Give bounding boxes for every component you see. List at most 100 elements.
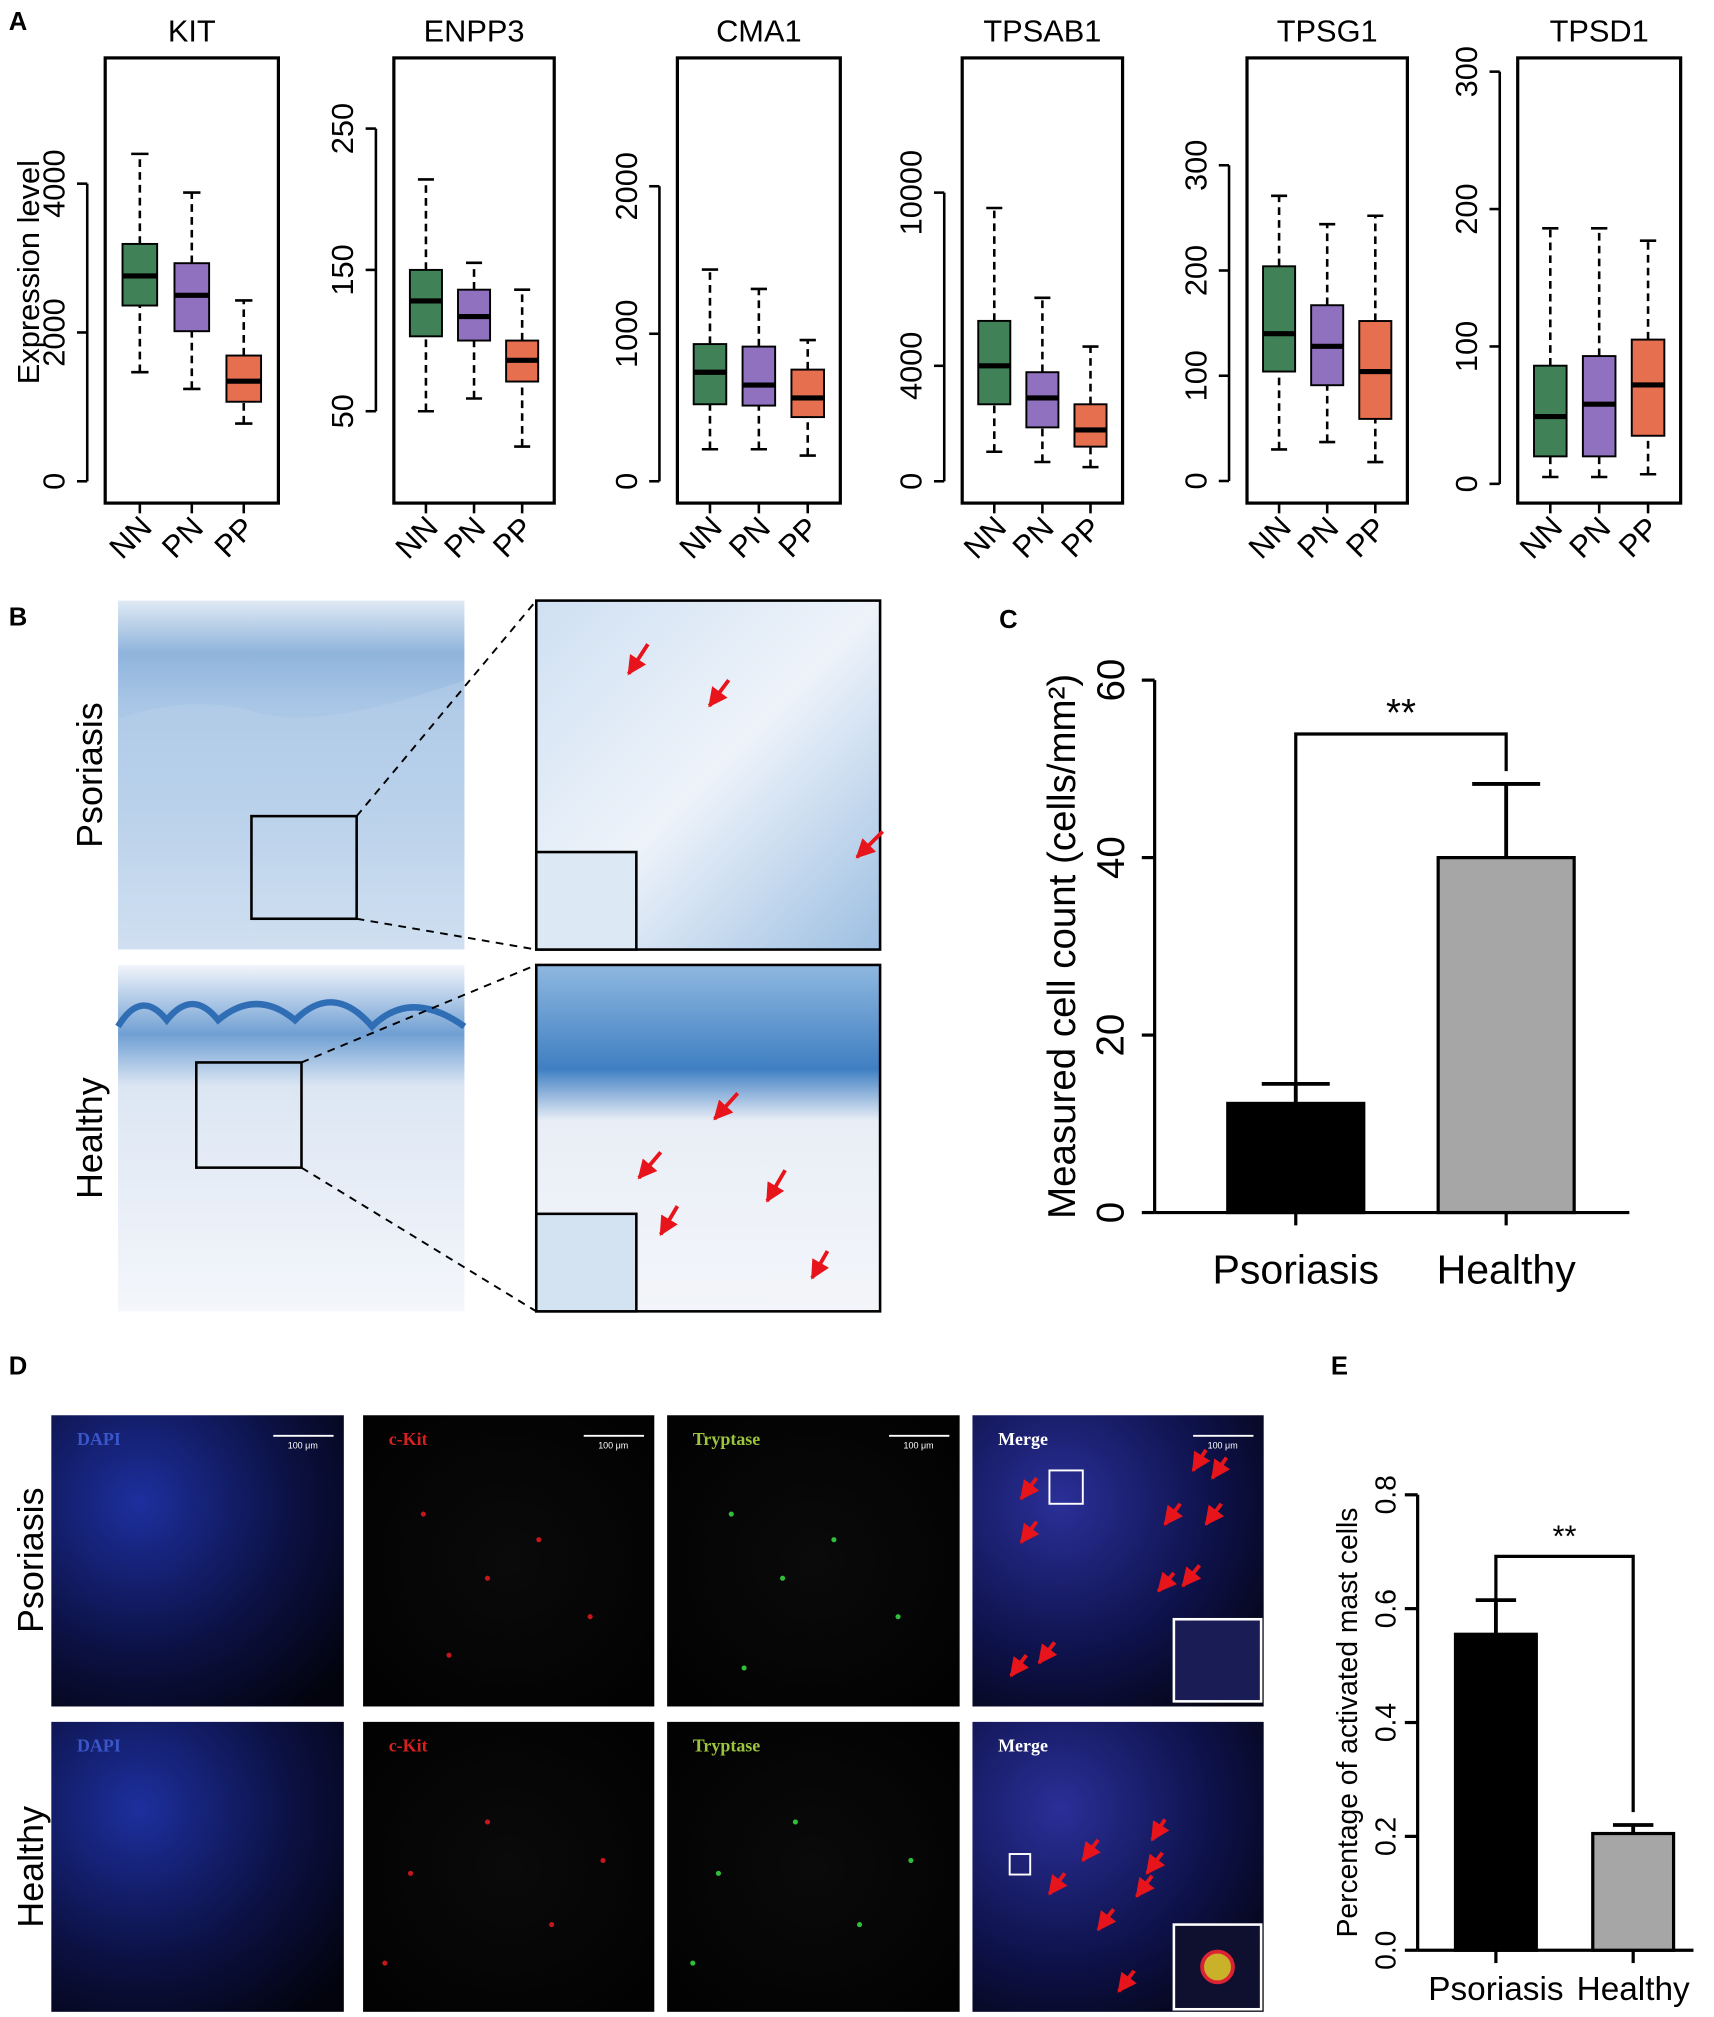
tryptase-signal — [690, 1511, 914, 1966]
x-tick-label: PP — [207, 510, 261, 564]
y-tick-label: 1000 — [609, 300, 644, 368]
chart-title: TPSD1 — [1550, 14, 1649, 49]
zoom-box — [195, 1061, 303, 1169]
x-tick-label: PP — [1612, 510, 1666, 564]
tissue-texture — [118, 680, 465, 950]
channel-label: c-Kit — [389, 1736, 428, 1756]
if-image — [51, 1721, 344, 2012]
y-tick-label: 2000 — [37, 298, 72, 366]
channel-label: DAPI — [77, 1736, 121, 1756]
panel-label: E — [1331, 1353, 1348, 1381]
y-tick-label: 20 — [1090, 1014, 1133, 1057]
bar — [1591, 1831, 1676, 1952]
x-tick-label: NN — [673, 509, 729, 565]
chart-title: ENPP3 — [424, 14, 525, 49]
y-tick-label: 0 — [1178, 472, 1213, 489]
y-tick-label: 0 — [609, 473, 644, 490]
y-tick-label: 0.2 — [1370, 1817, 1402, 1856]
panel-label: A — [9, 8, 28, 36]
x-tick-label: PN — [1290, 510, 1345, 565]
y-tick-label: 10000 — [894, 150, 929, 236]
significance-bracket — [1294, 732, 1508, 1084]
channel-label: c-Kit — [389, 1429, 428, 1449]
panel-label: D — [9, 1353, 28, 1381]
y-tick-label: 0.4 — [1370, 1703, 1402, 1742]
scale-bar-label: 100 μm — [1208, 1440, 1238, 1450]
zoom-box — [250, 814, 358, 921]
y-tick-label: 0 — [1449, 475, 1484, 492]
box — [225, 354, 263, 403]
zoom-box — [1048, 1469, 1084, 1505]
scale-bar-label: 100 μm — [288, 1440, 318, 1450]
arrows — [1009, 1448, 1231, 1993]
y-tick-label: 250 — [325, 103, 360, 154]
tissue-texture — [115, 999, 467, 1032]
y-tick-label: 2000 — [609, 152, 644, 220]
y-tick-label: 300 — [1449, 46, 1484, 97]
y-axis-label: Measured cell count (cells/mm²) — [1041, 674, 1084, 1219]
y-tick-label: 200 — [1178, 245, 1213, 296]
x-tick-label: PP — [1339, 510, 1393, 564]
x-tick-label: Psoriasis — [1428, 1971, 1563, 2008]
y-tick-label: 0.8 — [1370, 1475, 1402, 1514]
box — [977, 319, 1012, 406]
significance-bracket — [1494, 1554, 1635, 1813]
y-tick-label: 0.6 — [1370, 1589, 1402, 1628]
if-image — [667, 1415, 960, 1707]
zoom-line — [300, 1166, 537, 1313]
zoom-line — [355, 599, 538, 817]
histology-image — [118, 964, 465, 1312]
box — [1073, 403, 1108, 448]
y-axis-label: Percentage of activated mast cells — [1331, 1508, 1363, 1938]
x-tick-label: PN — [722, 510, 777, 565]
y-tick-label: 4000 — [37, 149, 72, 217]
y-tick-label: 50 — [325, 394, 360, 428]
y-tick-label: 150 — [325, 244, 360, 295]
x-tick-label: PN — [437, 510, 492, 565]
y-tick-label: 0 — [1090, 1202, 1133, 1223]
x-tick-label: PP — [771, 510, 825, 564]
image-panels — [51, 599, 1264, 2012]
channel-label: Tryptase — [693, 1736, 761, 1756]
y-tick-label: 0 — [894, 473, 929, 490]
box — [1262, 265, 1297, 373]
scale-bar-label: 100 μm — [904, 1440, 934, 1450]
x-tick-label: PP — [486, 510, 540, 564]
scale-bar-label: 100 μm — [598, 1440, 628, 1450]
chart-title: TPSAB1 — [983, 14, 1101, 49]
inset-cell — [1200, 1949, 1235, 1985]
y-tick-label: 200 — [1449, 183, 1484, 234]
annotation: ** — [1386, 692, 1416, 735]
zoom-line — [356, 917, 537, 951]
x-tick-label: PN — [155, 510, 210, 565]
if-image — [363, 1415, 655, 1707]
x-tick-label: Healthy — [1437, 1247, 1577, 1293]
box — [741, 345, 777, 407]
zoom-box — [1008, 1853, 1032, 1876]
y-tick-label: 100 — [1178, 350, 1213, 401]
annotation: ** — [1553, 1519, 1577, 1554]
bar — [1453, 1632, 1538, 1952]
chart-title: CMA1 — [716, 14, 802, 49]
inset — [1172, 1617, 1263, 1703]
y-tick-label: 0.0 — [1370, 1931, 1402, 1970]
x-tick-label: NN — [102, 509, 158, 565]
y-tick-label: 300 — [1178, 140, 1213, 191]
if-image — [667, 1721, 960, 2012]
y-tick-label: 0 — [37, 473, 72, 490]
panel-label: B — [9, 603, 28, 631]
y-tick-label: 40 — [1090, 836, 1133, 879]
channel-label: Merge — [998, 1736, 1048, 1756]
bar — [1226, 1101, 1366, 1215]
ckit-signal — [382, 1511, 606, 1966]
box — [1533, 364, 1568, 458]
channel-label: Tryptase — [693, 1429, 761, 1449]
x-tick-label: Psoriasis — [1213, 1247, 1380, 1293]
chart-title: TPSG1 — [1277, 14, 1378, 49]
channel-label: Merge — [998, 1429, 1048, 1449]
x-tick-label: PP — [1054, 510, 1108, 564]
y-axis-label: Expression level — [11, 160, 46, 384]
bar — [1436, 856, 1576, 1215]
